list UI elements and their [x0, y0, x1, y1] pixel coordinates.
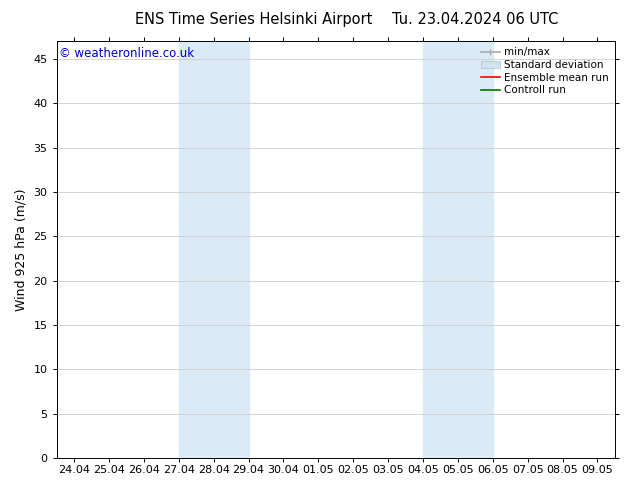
- Text: ENS Time Series Helsinki Airport: ENS Time Series Helsinki Airport: [135, 12, 372, 27]
- Bar: [179, 41, 249, 458]
- Text: Tu. 23.04.2024 06 UTC: Tu. 23.04.2024 06 UTC: [392, 12, 559, 27]
- Y-axis label: Wind 925 hPa (m/s): Wind 925 hPa (m/s): [15, 188, 28, 311]
- Bar: [423, 41, 493, 458]
- Legend: min/max, Standard deviation, Ensemble mean run, Controll run: min/max, Standard deviation, Ensemble me…: [478, 44, 612, 98]
- Text: © weatheronline.co.uk: © weatheronline.co.uk: [60, 48, 195, 60]
